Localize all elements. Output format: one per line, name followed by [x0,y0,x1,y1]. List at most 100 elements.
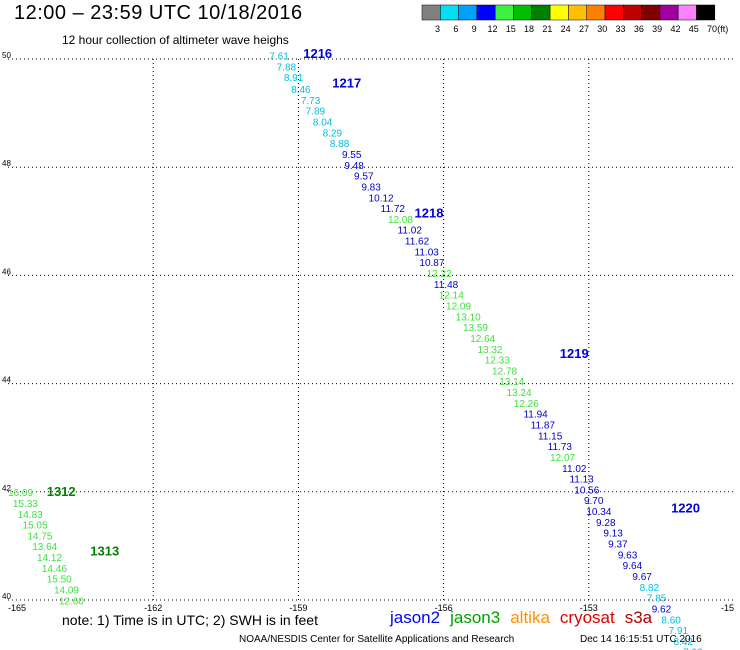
wave-height-value: 11.72 [381,204,406,215]
pass-time-label: 1220 [671,500,700,515]
wave-height-value: 9.63 [618,550,638,561]
wave-height-value: 10.56 [574,485,599,496]
wave-height-value: 14.09 [54,586,79,597]
wave-height-value: 9.62 [652,604,672,615]
wave-height-value: 10.87 [419,258,444,269]
wave-height-value: 12.08 [388,215,413,226]
wave-height-value: 7.85 [647,594,667,605]
wave-height-value: 7.61 [269,52,289,63]
lon-tick-label: -15 [721,603,734,613]
wave-height-value: 14.83 [18,510,43,521]
wave-height-value: 12.07 [550,453,575,464]
timestamp-text: Dec 14 16:15:51 UTC 2016 [580,634,702,645]
wave-height-value: 7.93 [683,648,703,650]
pass-time-label: 1218 [415,206,444,221]
wave-height-value: 12.26 [514,399,539,410]
chart-subtitle: 12 hour collection of altimeter wave hei… [62,33,289,47]
wave-height-value: 9.67 [632,572,652,583]
scale-label: 21 [542,24,552,34]
satellite-label-altika: altika [510,608,550,627]
wave-height-value: 16.09 [8,488,33,499]
pass-time-label: 1313 [90,544,119,559]
wave-height-value: 9.70 [584,496,604,507]
wave-height-value: 12.22 [427,269,452,280]
wave-height-value: 13.32 [477,345,502,356]
wave-height-value: 11.87 [531,421,556,432]
wave-height-value: 8.82 [640,583,660,594]
chart-title: 12:00 – 23:59 UTC 10/18/2016 [14,2,303,24]
wave-height-value: 8.60 [661,615,681,626]
wave-height-value: 8.29 [323,128,343,139]
wave-height-value: 12.14 [439,291,464,302]
wave-height-value: 13.24 [507,388,532,399]
lat-tick-label: 48 [2,159,11,168]
lat-tick-label: 46 [2,267,11,276]
lon-tick-label: -162 [144,603,162,613]
wave-height-value: 12.60 [59,596,84,607]
wave-height-value: 9.13 [603,529,623,540]
wave-height-value: 11.15 [538,431,563,442]
wave-height-value: 13.14 [499,377,524,388]
wave-height-value: 12.09 [446,301,471,312]
wave-height-value: 11.13 [569,475,594,486]
color-scale-legend: 3 6 9 12 15 18 21 24 27 30 33 36 39 42 45 70 (ft) [421,4,728,34]
lon-tick-label: -156 [435,603,453,613]
wave-height-value: 8.04 [313,118,333,129]
satellite-label-cryosat: cryosat [559,608,615,627]
footer-note: note: 1) Time is in UTC; 2) SWH is in fe… [62,612,318,628]
scale-unit: (ft) [717,24,728,34]
wave-height-value: 12.78 [492,366,517,377]
satellite-label-jason3: jason3 [450,608,501,627]
wave-height-value: 9.28 [596,518,616,529]
scale-label: 45 [689,24,699,34]
scale-label: 39 [652,24,662,34]
wave-height-value: 11.02 [562,464,587,475]
wave-height-value: 8.88 [330,139,350,150]
scale-label: 36 [634,24,644,34]
wave-height-value: 11.02 [398,226,423,237]
wave-height-value: 9.57 [354,172,374,183]
wave-height-value: 11.73 [548,442,573,453]
wave-height-value: 13.59 [463,323,488,334]
scale-label: 18 [524,24,534,34]
satellite-label-s3a: s3a [624,608,653,627]
lon-tick-label: -159 [289,603,307,613]
scale-label: 33 [616,24,626,34]
lat-tick-label: 42 [2,484,11,493]
scale-label: 42 [670,24,680,34]
lat-tick-label: 44 [2,376,11,385]
satellite-legend: jason2 jason3 altika cryosat s3a [390,608,662,628]
wave-height-value: 12.64 [470,334,495,345]
scale-label: 30 [597,24,607,34]
wave-height-value: 7.88 [277,62,297,73]
pass-time-label: 1217 [332,76,361,91]
wave-height-value: 9.48 [344,161,364,172]
lon-tick-label: -165 [8,603,26,613]
wave-height-value: 14.75 [27,531,52,542]
scale-label: 9 [472,24,477,34]
wave-height-value: 7.73 [301,96,321,107]
scale-label: 3 [435,24,440,34]
wave-height-value: 7.91 [669,626,689,637]
wave-height-value: 11.94 [523,410,548,421]
wave-height-value: 11.48 [434,280,459,291]
lon-tick-label: -153 [580,603,598,613]
wave-height-value: 15.50 [47,575,72,586]
pass-time-label: 1312 [47,484,76,499]
scale-label: 6 [453,24,458,34]
wave-height-value: 15.33 [13,499,38,510]
wave-height-value: 13.64 [32,542,57,553]
wave-height-value: 14.12 [37,553,62,564]
credit-text: NOAA/NESDIS Center for Satellite Applica… [239,634,515,645]
satellite-label-jason2: jason2 [390,608,441,627]
wave-height-value: 9.83 [361,182,381,193]
wave-height-value: 10.12 [369,193,394,204]
wave-height-value: 9.55 [342,150,362,161]
wave-height-value: 11.03 [415,247,440,258]
pass-time-label: 1216 [303,46,332,61]
pass-time-label: 1219 [560,346,589,361]
wave-height-value: 13.10 [456,312,481,323]
wave-height-value: 9.64 [623,561,643,572]
scale-label: 12 [487,24,497,34]
